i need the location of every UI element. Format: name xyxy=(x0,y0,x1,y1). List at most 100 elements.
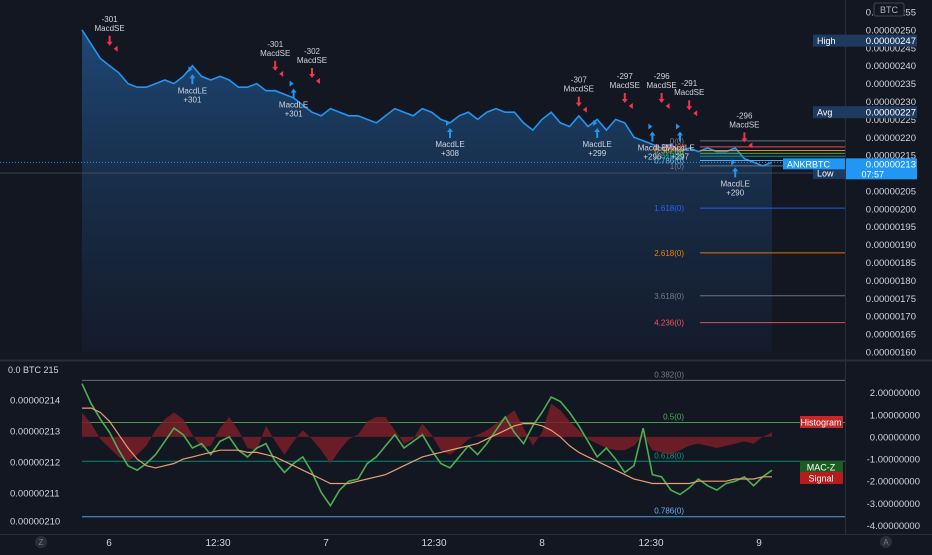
signal-profit-label: +301 xyxy=(285,110,304,119)
long-signal[interactable]: MacdLE+297 xyxy=(665,123,695,162)
auto-scale-bg[interactable] xyxy=(880,536,892,548)
signal-name-label: MacdSE xyxy=(674,88,704,97)
signal-line[interactable] xyxy=(82,407,772,485)
oscillator-fib-label: 0.618(0) xyxy=(654,451,684,460)
oscillator-pane[interactable]: 0.382(0) 0.5(0) 0.618(0) 0.786(0) xyxy=(81,370,845,518)
down-arrow-icon xyxy=(309,68,315,78)
price-scale[interactable]: 0.000002550.000002500.000002450.00000240… xyxy=(10,8,920,533)
signal-name-label: MacdLE xyxy=(638,144,667,153)
up-arrow-icon xyxy=(290,88,297,99)
exit-marker-icon xyxy=(693,110,698,117)
go-to-start-bg[interactable] xyxy=(35,536,47,548)
entry-marker-icon xyxy=(648,123,653,130)
fib-level-label: 3.618(0) xyxy=(654,292,684,301)
oscillator-fib-label: 0.382(0) xyxy=(654,370,684,379)
signal-profit-label: +301 xyxy=(183,95,202,104)
down-arrow-icon xyxy=(575,96,582,107)
price-tick-label: 0.00000190 xyxy=(866,240,916,251)
price-tick-label: 0.00000235 xyxy=(866,79,916,90)
exit-marker-icon xyxy=(316,78,320,84)
fib-level-label: 0.382(0) xyxy=(654,147,684,156)
signal-profit-label: +299 xyxy=(588,149,607,158)
go-to-start-button[interactable]: Z xyxy=(35,536,47,548)
long-signal[interactable]: MacdLE+301 xyxy=(279,80,308,119)
signal-profit-label: -307 xyxy=(571,76,588,85)
up-arrow-icon xyxy=(594,127,601,138)
exit-marker-icon xyxy=(628,103,633,110)
long-signal[interactable]: MacdLE+308 xyxy=(435,119,465,158)
signal-name-label: MacdSE xyxy=(646,81,676,90)
price-pane[interactable]: 0(0)0.236(0)0.382(0)0.5(0)0.618(0)0.786(… xyxy=(0,15,845,353)
price-tick-label: 0.00000170 xyxy=(866,312,916,323)
signal-badge[interactable]: Signal xyxy=(800,472,843,484)
mac-z-badge[interactable]: MAC-Z xyxy=(800,461,843,473)
exit-marker-icon xyxy=(113,45,118,52)
fib-level-label: 2.618(0) xyxy=(654,249,684,258)
long-signal[interactable]: MacdLE+290 xyxy=(721,159,750,197)
entry-marker-icon xyxy=(593,119,598,126)
price-tick-label: 0.00000245 xyxy=(866,43,916,54)
signal-profit-label: -301 xyxy=(102,15,119,24)
entry-marker-icon xyxy=(731,159,736,166)
oscillator-corner-label: 0.0 BTC 215 xyxy=(8,365,59,375)
avg-badge-title: Avg xyxy=(817,108,832,118)
price-tick-label: 0.00000220 xyxy=(866,133,916,144)
signal-name-label: MacdLE xyxy=(435,140,464,149)
histogram-badge-text: Histogram xyxy=(800,418,841,428)
time-tick-label: 12:30 xyxy=(205,538,230,549)
signal-name-label: MacdSE xyxy=(297,56,327,65)
signal-profit-label: +290 xyxy=(726,188,745,197)
avg-badge[interactable]: Avg 0.00000227 xyxy=(813,106,917,119)
signal-name-label: MacdSE xyxy=(260,49,290,58)
avg-badge-bg xyxy=(813,106,917,119)
price-tick-label: 0.00000195 xyxy=(866,222,916,233)
oscillator-left-tick-label: 0.00000210 xyxy=(10,517,60,528)
currency-label: BTC xyxy=(880,5,899,15)
long-signal[interactable]: MacdLE+299 xyxy=(583,119,612,158)
price-tick-label: 0.00000160 xyxy=(866,348,916,359)
high-badge[interactable]: High 0.00000247 xyxy=(813,34,917,48)
histogram-area[interactable] xyxy=(82,403,772,464)
signal-profit-label: -296 xyxy=(654,72,671,81)
entry-marker-icon xyxy=(188,66,193,73)
histogram-badge[interactable]: Histogram xyxy=(800,416,843,428)
time-scale[interactable]: 6 12:30 7 12:30 8 12:30 9 xyxy=(106,538,762,549)
oscillator-tick-label: 1.00000000 xyxy=(870,410,920,421)
long-signal[interactable]: MacdLE+301 xyxy=(178,66,207,104)
exit-marker-icon xyxy=(279,70,284,77)
long-signal[interactable]: MacdLE+296 xyxy=(638,123,667,162)
oscillator-fib-label: 0.5(0) xyxy=(663,413,684,422)
up-arrow-icon xyxy=(447,127,453,138)
down-arrow-icon xyxy=(106,35,113,46)
auto-scale-label: A xyxy=(883,538,889,547)
oscillator-fib-label: 0.786(0) xyxy=(654,507,684,516)
up-arrow-icon xyxy=(189,74,196,85)
signal-badge-bg xyxy=(800,472,843,484)
time-tick-label: 12:30 xyxy=(638,538,663,549)
mac-z-line[interactable] xyxy=(81,383,773,508)
time-tick-label: 9 xyxy=(756,538,762,549)
signal-profit-label: -301 xyxy=(267,40,284,49)
price-line[interactable] xyxy=(81,29,773,167)
currency-tag-box xyxy=(873,2,905,17)
up-arrow-icon xyxy=(732,167,739,178)
last-price-bg xyxy=(846,158,917,180)
price-tick-label: 0.00000185 xyxy=(866,258,916,269)
signal-name-label: MacdLE xyxy=(279,101,308,110)
auto-scale-button[interactable]: A xyxy=(880,536,892,548)
price-tick-label: 0.00000215 xyxy=(866,151,916,162)
signal-profit-label: -302 xyxy=(304,47,321,56)
fib-level-label: 1(0) xyxy=(670,162,685,171)
signal-name-label: MacdLE xyxy=(178,86,207,95)
